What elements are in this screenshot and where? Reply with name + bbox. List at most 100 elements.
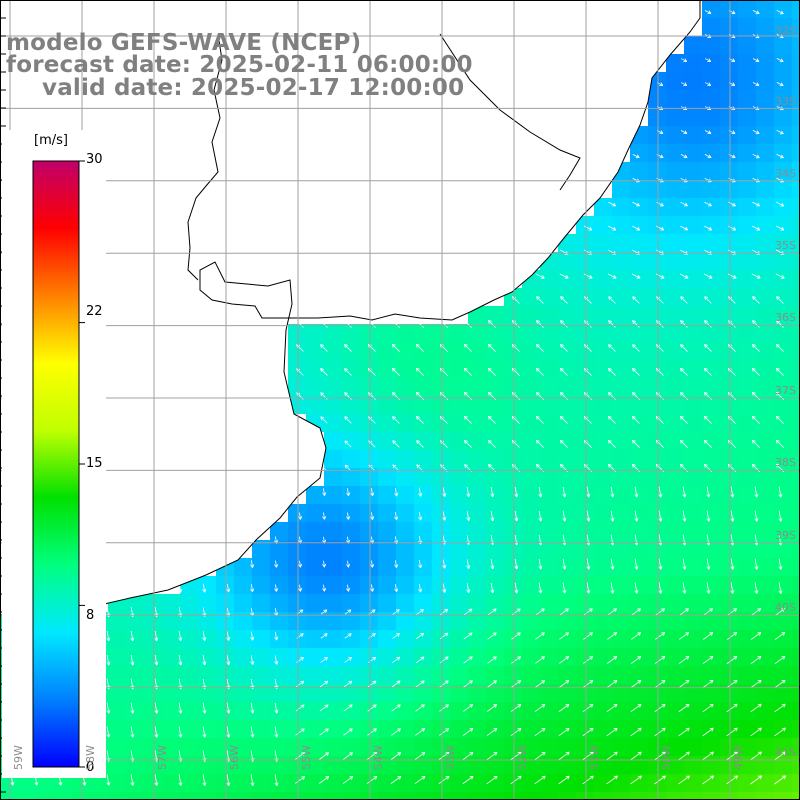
field-cell — [612, 558, 630, 576]
field-cell — [666, 54, 684, 72]
field-cell — [558, 288, 576, 306]
field-cell — [450, 486, 468, 504]
field-cell — [684, 396, 702, 414]
field-cell — [522, 450, 540, 468]
wind-arrow — [486, 704, 498, 712]
field-cell — [594, 684, 612, 702]
field-cell — [648, 774, 666, 792]
field-cell — [738, 666, 756, 684]
field-cell — [540, 450, 558, 468]
field-cell — [432, 378, 450, 396]
field-cell — [180, 720, 198, 738]
field-cell — [414, 558, 432, 576]
wind-arrow — [586, 510, 591, 522]
wind-arrow — [778, 558, 783, 570]
field-cell — [774, 108, 792, 126]
field-cell — [378, 540, 396, 558]
field-cell — [558, 360, 576, 378]
field-cell — [378, 432, 396, 450]
wind-arrow — [606, 680, 618, 688]
field-cell — [612, 684, 630, 702]
field-cell — [144, 702, 162, 720]
field-cell — [738, 108, 756, 126]
field-cell — [198, 594, 216, 612]
field-cell — [324, 468, 342, 486]
colorbar — [2, 130, 106, 778]
field-cell — [252, 576, 270, 594]
field-cell — [738, 594, 756, 612]
field-cell — [468, 396, 486, 414]
field-cell — [612, 468, 630, 486]
field-cell — [108, 720, 126, 738]
colorbar-gradient — [32, 160, 80, 768]
wind-arrow — [106, 702, 111, 714]
wind-arrow — [776, 58, 784, 63]
wind-arrow — [536, 296, 544, 304]
field-cell — [540, 396, 558, 414]
field-cell — [720, 576, 738, 594]
field-cell — [432, 612, 450, 630]
field-cell — [702, 18, 720, 36]
field-cell — [450, 792, 468, 800]
wind-arrow — [704, 296, 712, 304]
field-cell — [666, 738, 684, 756]
field-cell — [774, 72, 792, 90]
field-cell — [396, 756, 414, 774]
field-cell — [414, 540, 432, 558]
field-cell — [306, 396, 324, 414]
field-cell — [288, 576, 306, 594]
wind-arrow — [678, 632, 690, 640]
field-cell — [648, 126, 666, 144]
field-cell — [594, 378, 612, 396]
field-cell — [306, 504, 324, 522]
wind-arrow — [754, 558, 759, 570]
field-cell — [594, 342, 612, 360]
wind-arrow — [558, 680, 570, 688]
wind-arrow — [154, 631, 159, 642]
field-cell — [594, 486, 612, 504]
wind-arrow — [154, 654, 159, 666]
wind-arrow — [678, 679, 690, 688]
field-cell — [774, 378, 792, 396]
wind-arrow — [487, 415, 496, 424]
field-cell — [450, 612, 468, 630]
wind-arrow — [681, 58, 688, 62]
lat-label: 41S — [775, 746, 796, 759]
field-cell — [720, 396, 738, 414]
field-cell — [414, 594, 432, 612]
wind-arrow — [774, 727, 786, 737]
field-cell — [648, 198, 666, 216]
wind-arrow — [726, 703, 738, 713]
field-cell — [126, 684, 144, 702]
field-cell — [738, 162, 756, 180]
wind-arrow — [344, 416, 352, 424]
field-cell — [756, 720, 774, 738]
wind-arrow — [606, 775, 618, 785]
field-cell — [612, 522, 630, 540]
field-cell — [558, 540, 576, 558]
field-cell — [342, 576, 360, 594]
wind-arrow — [298, 512, 303, 520]
wind-arrow — [752, 296, 760, 304]
wind-arrow — [486, 751, 498, 761]
field-cell — [342, 360, 360, 378]
wind-arrow — [608, 296, 616, 304]
field-cell — [684, 234, 702, 252]
field-cell — [450, 558, 468, 576]
field-cell — [324, 342, 342, 360]
field-cell — [342, 792, 360, 800]
field-cell — [396, 558, 414, 576]
field-cell — [720, 36, 738, 54]
wind-arrow — [391, 680, 401, 688]
field-cell — [522, 306, 540, 324]
field-cell — [468, 792, 486, 800]
field-cell — [576, 342, 594, 360]
field-cell — [756, 558, 774, 576]
field-cell — [666, 630, 684, 648]
field-cell — [432, 630, 450, 648]
wind-arrow — [178, 726, 183, 738]
wind-arrow — [438, 752, 450, 760]
field-cell — [612, 756, 630, 774]
field-cell — [630, 288, 648, 306]
field-cell — [486, 684, 504, 702]
